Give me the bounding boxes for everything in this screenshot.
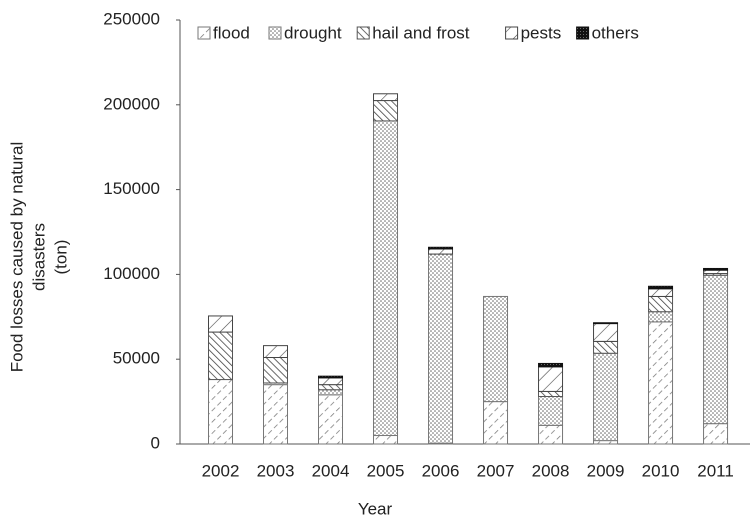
y-axis-title: Food losses caused by natural [7, 142, 26, 373]
bar-segment [703, 267, 729, 271]
bar-segment [373, 120, 399, 437]
bar-segment [703, 269, 729, 275]
y-tick-label: 0 [151, 433, 160, 452]
legend-label: flood [213, 23, 250, 42]
bar-segment [538, 362, 564, 368]
legend-label: hail and frost [372, 23, 470, 42]
bar-segment [263, 384, 289, 445]
bar-segment [593, 323, 619, 342]
x-tick-label: 2007 [477, 461, 515, 480]
x-axis-title: Year [358, 499, 393, 518]
bar-segment [593, 322, 619, 325]
x-tick-label: 2002 [202, 461, 240, 480]
x-tick-label: 2005 [367, 461, 405, 480]
bar-segment [648, 285, 674, 290]
x-tick-label: 2004 [312, 461, 350, 480]
bar-segment [538, 396, 564, 426]
bar-segment [703, 274, 729, 425]
y-tick-label: 150000 [103, 179, 160, 198]
bar-segment [703, 423, 729, 445]
x-tick-label: 2006 [422, 461, 460, 480]
bar-segment [648, 321, 674, 445]
bar-segment [428, 253, 454, 444]
bar-segment [208, 315, 234, 333]
bar-segment [538, 366, 564, 392]
bar-segment [593, 440, 619, 445]
legend-swatch [268, 26, 282, 40]
x-tick-label: 2009 [587, 461, 625, 480]
x-tick-label: 2011 [697, 461, 734, 480]
bar-segment [538, 424, 564, 445]
legend-swatch [197, 26, 211, 40]
bar-segment [318, 389, 344, 396]
bar-segment [318, 377, 344, 386]
legend-label: others [592, 23, 639, 42]
bar-segment [593, 352, 619, 442]
bar-segment [318, 375, 344, 379]
x-tick-label: 2010 [642, 461, 680, 480]
bar-segment [648, 311, 674, 323]
bar-segment [648, 295, 674, 313]
x-tick-label: 2003 [257, 461, 295, 480]
legend-swatch [505, 26, 519, 40]
legend-label: pests [521, 23, 562, 42]
y-axis-title: disasters [29, 223, 48, 291]
bar-segment [208, 379, 234, 445]
bar-segment [648, 288, 674, 297]
bar-segment [373, 93, 399, 102]
bar-segment [483, 401, 509, 445]
bar-segment [428, 248, 454, 255]
bar-segment [483, 295, 509, 403]
legend-label: drought [284, 23, 342, 42]
bar-segment [208, 331, 234, 381]
y-tick-label: 200000 [103, 94, 160, 113]
bar-segment [538, 390, 564, 398]
y-tick-label: 100000 [103, 264, 160, 283]
legend-swatch [356, 26, 370, 40]
bar-segment [428, 246, 454, 250]
bar-segment [318, 384, 344, 391]
bar-segment [373, 435, 399, 445]
bar-segment [593, 340, 619, 354]
bar-segment [263, 345, 289, 359]
bar-segment [318, 394, 344, 445]
bar-segment [373, 100, 399, 122]
x-tick-label: 2008 [532, 461, 570, 480]
legend-swatch [576, 26, 590, 40]
y-axis-title: (ton) [51, 240, 70, 275]
bar-segment [263, 357, 289, 384]
y-tick-label: 250000 [103, 9, 160, 28]
y-tick-label: 50000 [113, 349, 160, 368]
